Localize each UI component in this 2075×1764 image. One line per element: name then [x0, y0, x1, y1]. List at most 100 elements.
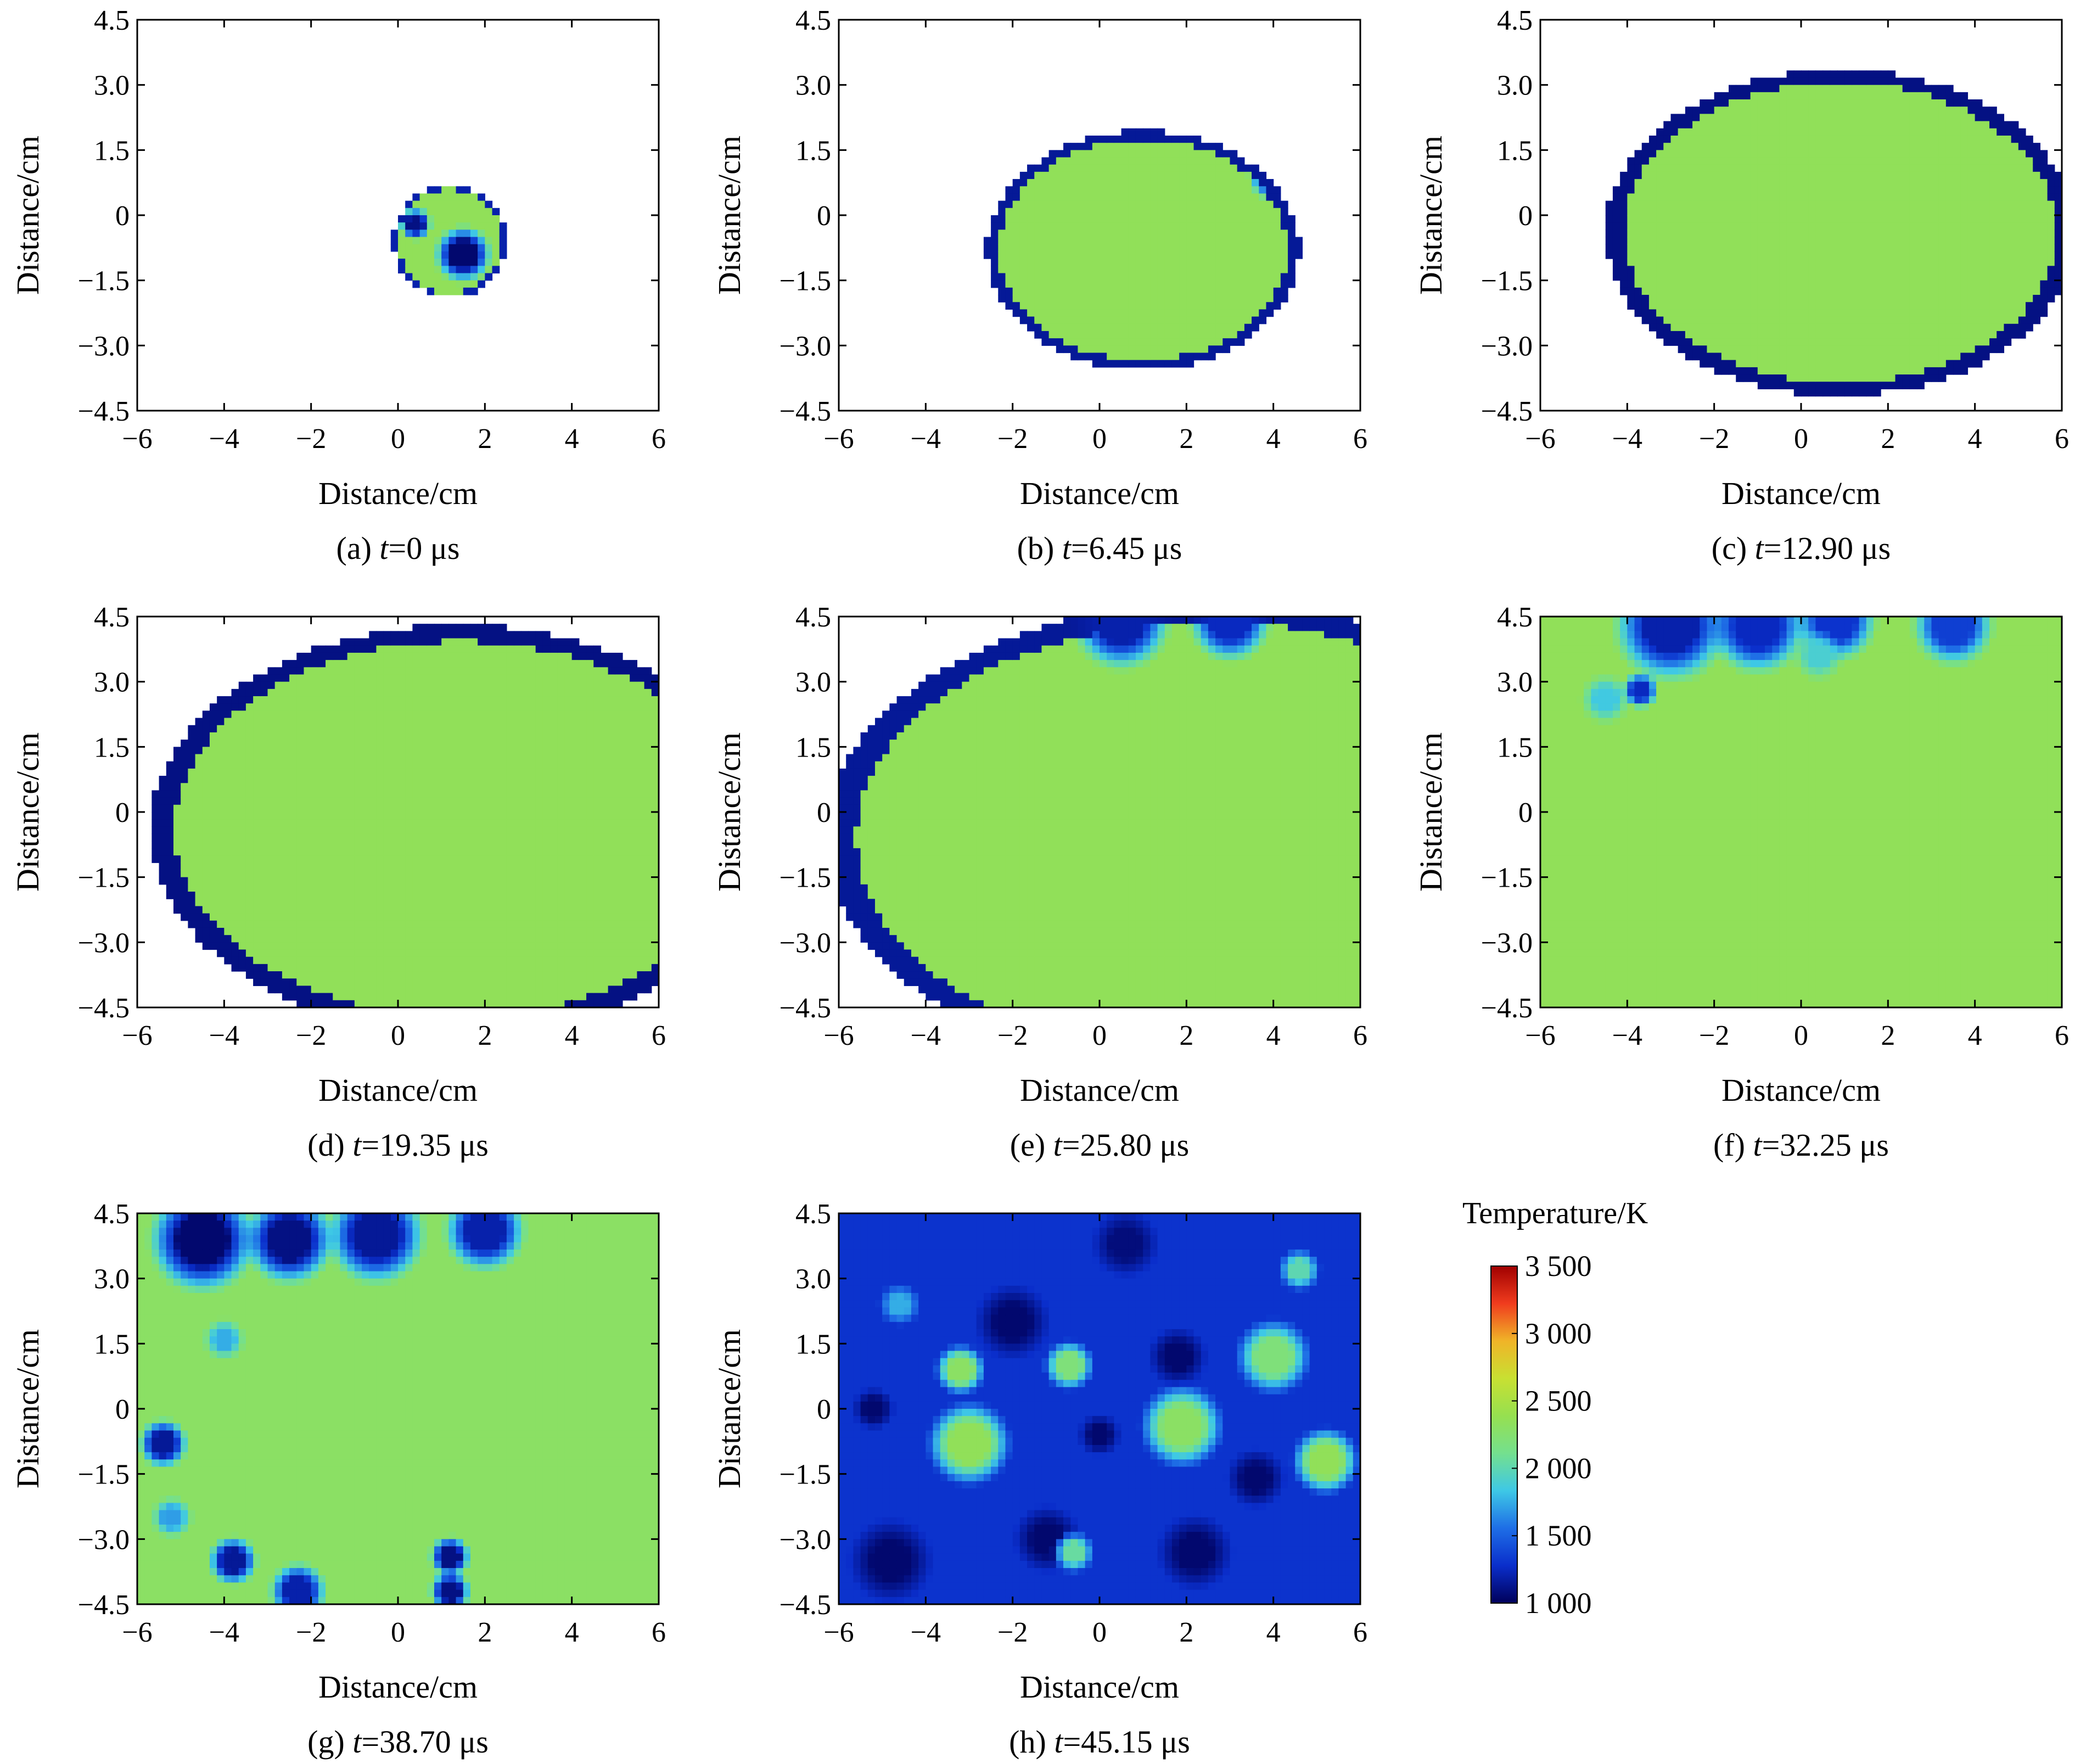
heatmap-cell: [1230, 324, 1238, 332]
heatmap-cell: [398, 215, 406, 223]
heatmap-cell: [253, 790, 261, 798]
heatmap-cell: [1967, 99, 1975, 107]
heatmap-cell: [1092, 237, 1100, 245]
heatmap-cell: [268, 725, 276, 733]
heatmap-cell: [304, 754, 311, 762]
heatmap-cell: [347, 855, 355, 863]
heatmap-cell: [1700, 266, 1707, 273]
heatmap-cell: [1881, 165, 1888, 172]
heatmap-cell: [311, 921, 319, 928]
heatmap-cell: [1844, 259, 1852, 266]
heatmap-panel-2: −6 −4 −2 0 2 4 64.53.01.50−1.5−3.0−4.5Distance…: [711, 5, 1367, 566]
heatmap-cell: [1903, 150, 1910, 158]
heatmap-cell: [1787, 114, 1794, 121]
heatmap-cell: [1671, 143, 1679, 150]
heatmap-cell: [224, 957, 232, 965]
heatmap-cell: [2011, 295, 2019, 303]
heatmap-cell: [1924, 150, 1932, 158]
heatmap-cell: [1895, 150, 1903, 158]
heatmap-cell: [1910, 107, 1917, 114]
heatmap-cell: [1020, 193, 1028, 201]
heatmap-cell: [326, 754, 333, 762]
heatmap-cell: [1005, 215, 1013, 223]
heatmap-cell: [203, 790, 210, 798]
heatmap-cell: [1222, 229, 1230, 237]
heatmap-cell: [1158, 128, 1165, 136]
heatmap-cell: [1953, 345, 1961, 353]
heatmap-cell: [1165, 338, 1173, 346]
heatmap-cell: [2011, 208, 2019, 216]
heatmap-cell: [1852, 281, 1859, 288]
heatmap-cell: [1859, 353, 1867, 361]
heatmap-cell: [260, 674, 268, 682]
heatmap-cell: [1692, 193, 1700, 201]
heatmap-cell: [340, 834, 347, 842]
heatmap-cell: [326, 703, 333, 711]
heatmap-cell: [239, 732, 246, 740]
heatmap-cell: [1830, 266, 1838, 273]
heatmap-cell: [203, 798, 210, 805]
heatmap-cell: [1787, 222, 1794, 230]
heatmap-cell: [289, 718, 297, 726]
heatmap-cell: [1794, 237, 1802, 245]
heatmap-cell: [1215, 309, 1223, 317]
x-tick-label: 2: [478, 423, 492, 455]
heatmap-cell: [239, 790, 246, 798]
heatmap-cell: [2004, 201, 2011, 209]
heatmap-cell: [159, 855, 167, 863]
heatmap-cell: [304, 689, 311, 697]
heatmap-cell: [1150, 302, 1158, 310]
heatmap-cell: [1837, 237, 1845, 245]
heatmap-cell: [376, 769, 384, 776]
heatmap-cell: [1013, 295, 1020, 303]
heatmap-cell: [1953, 150, 1961, 158]
heatmap-cell: [1056, 266, 1064, 273]
heatmap-cell: [1186, 309, 1194, 317]
heatmap-cell: [398, 229, 406, 237]
heatmap-cell: [1107, 193, 1114, 201]
heatmap-cell: [1281, 222, 1288, 230]
heatmap-cell: [1642, 251, 1650, 259]
heatmap-cell: [239, 703, 246, 711]
heatmap-cell: [1642, 244, 1650, 252]
heatmap-cell: [1910, 201, 1917, 209]
heatmap-cell: [1121, 295, 1129, 303]
heatmap-cell: [1642, 172, 1650, 180]
heatmap-cell: [217, 776, 225, 783]
heatmap-cell: [1013, 201, 1020, 209]
heatmap-cell: [412, 215, 420, 223]
heatmap-cell: [2004, 302, 2011, 310]
heatmap-cell: [355, 783, 362, 791]
heatmap-cell: [333, 754, 340, 762]
heatmap-cell: [333, 646, 340, 653]
heatmap-cell: [1758, 121, 1765, 129]
heatmap-cell: [1085, 158, 1093, 165]
heatmap-cell: [1903, 172, 1910, 180]
heatmap-cell: [1967, 179, 1975, 187]
heatmap-cell: [1215, 165, 1223, 172]
heatmap-cell: [1924, 237, 1932, 245]
heatmap-cell: [1874, 281, 1881, 288]
heatmap-cell: [1100, 158, 1107, 165]
heatmap-cell: [369, 689, 377, 697]
heatmap-cell: [1186, 251, 1194, 259]
heatmap-cell: [1881, 345, 1888, 353]
heatmap-cell: [296, 877, 304, 885]
heatmap-cell: [1685, 309, 1693, 317]
heatmap-cell: [1895, 136, 1903, 143]
heatmap-cell: [1772, 345, 1780, 353]
heatmap-cell: [1815, 186, 1823, 194]
heatmap-cell: [1794, 107, 1802, 114]
heatmap-cell: [1252, 229, 1259, 237]
heatmap-cell: [246, 964, 254, 972]
heatmap-cell: [1642, 295, 1650, 303]
heatmap-cell: [1772, 367, 1780, 375]
heatmap-cell: [166, 776, 174, 783]
heatmap-cell: [369, 761, 377, 769]
heatmap-cell: [1721, 295, 1729, 303]
heatmap-cell: [1888, 70, 1895, 78]
heatmap-cell: [1982, 237, 1990, 245]
heatmap-cell: [1910, 281, 1917, 288]
heatmap-cell: [1903, 382, 1910, 389]
heatmap-cell: [1852, 136, 1859, 143]
